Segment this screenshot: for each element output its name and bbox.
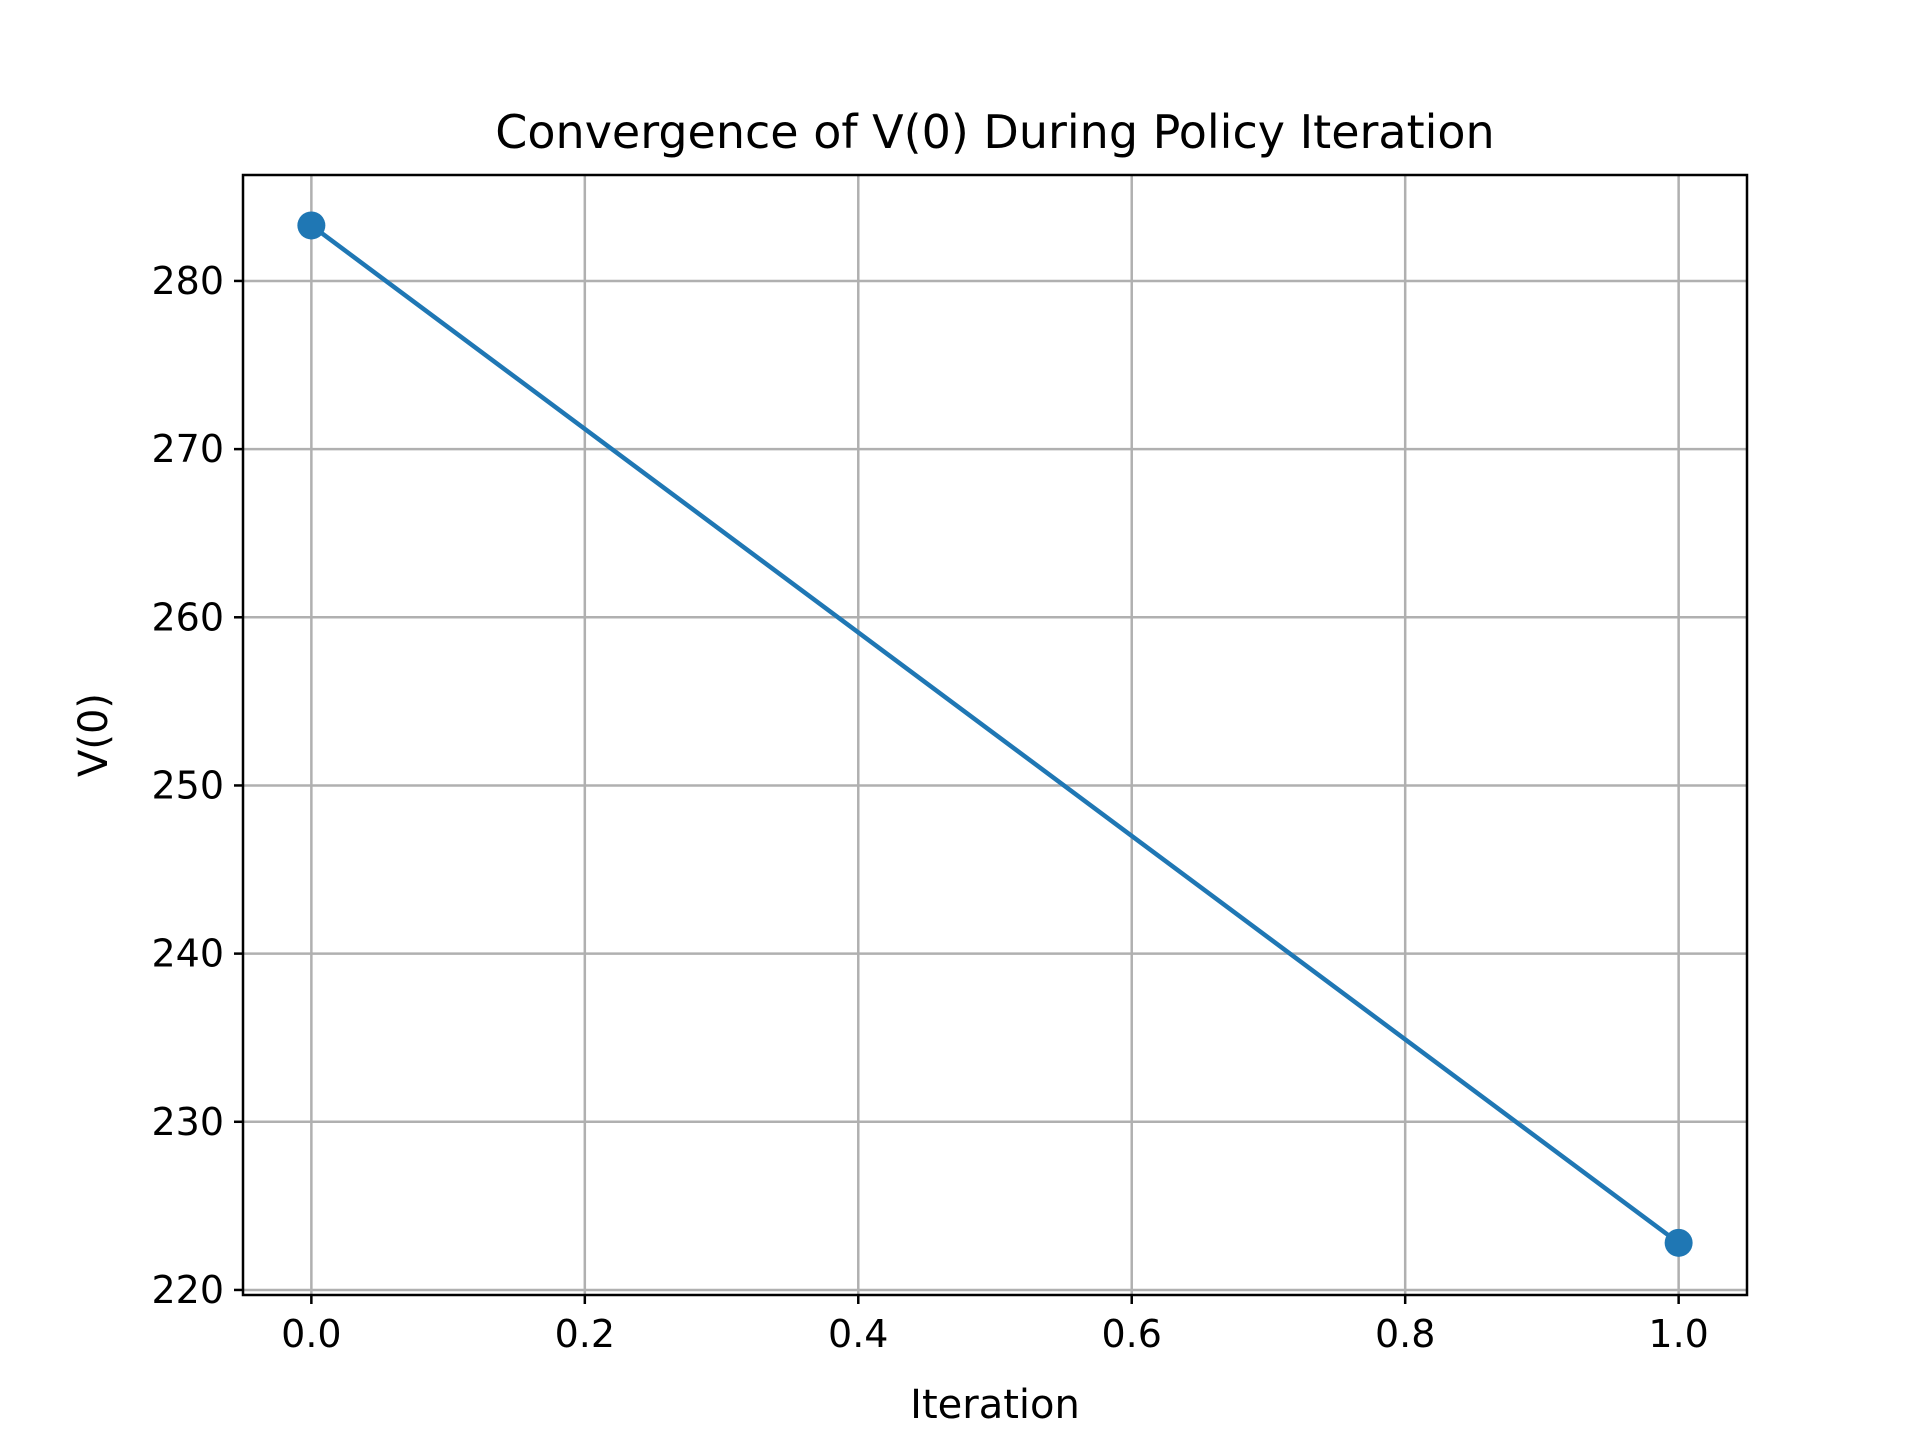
y-tick-label: 260 [151, 595, 224, 639]
y-tick-label: 240 [151, 932, 224, 976]
y-tick-label: 280 [151, 259, 224, 303]
x-tick-label: 0.6 [1102, 1312, 1162, 1356]
y-tick-label: 270 [151, 427, 224, 471]
plot-area-frame [241, 173, 1749, 1297]
y-tick-label: 220 [151, 1268, 224, 1312]
x-tick-label: 0.4 [828, 1312, 888, 1356]
y-tick-label: 230 [151, 1100, 224, 1144]
data-point [297, 211, 326, 240]
data-point [1664, 1228, 1693, 1257]
x-tick-label: 0.0 [281, 1312, 341, 1356]
y-tick-label: 250 [151, 763, 224, 807]
x-tick-label: 0.8 [1375, 1312, 1435, 1356]
x-axis-ticks: 0.0 0.2 0.4 0.6 0.8 1.0 [281, 1295, 1709, 1356]
chart-title: Convergence of V(0) During Policy Iterat… [495, 105, 1494, 159]
data-series [297, 211, 1693, 1257]
x-tick-label: 1.0 [1648, 1312, 1708, 1356]
grid-lines [243, 175, 1747, 1295]
x-tick-label: 0.2 [555, 1312, 615, 1356]
x-axis-label: Iteration [910, 1382, 1080, 1428]
series-line [310, 223, 1680, 1245]
y-axis-label: V(0) [71, 693, 117, 777]
y-axis-ticks: 220 230 240 250 260 270 280 [151, 259, 243, 1312]
